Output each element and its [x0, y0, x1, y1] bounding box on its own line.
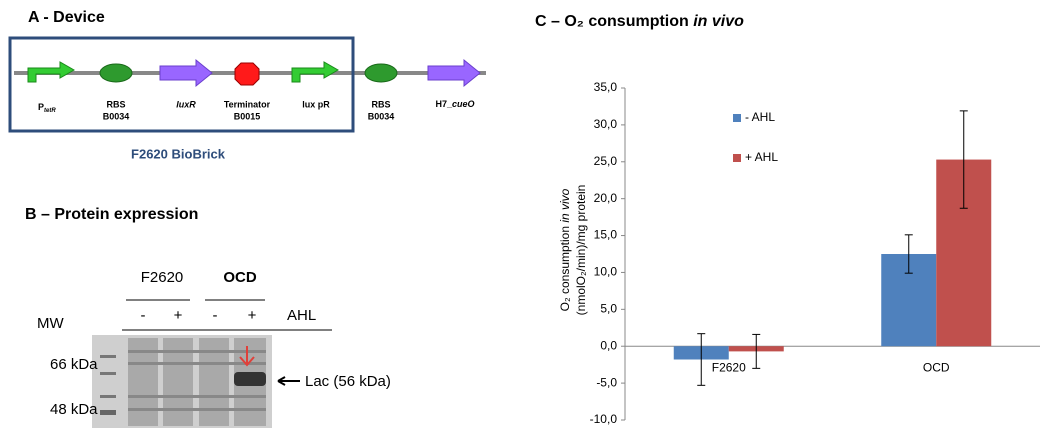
treatment-label: AHL — [287, 307, 316, 324]
device-caption: F2620 BioBrick — [131, 146, 226, 161]
y-tick-label: -10,0 — [590, 412, 618, 426]
part-label: RBS — [371, 99, 390, 109]
band-label: Lac (56 kDa) — [305, 373, 391, 390]
figure: A - Device PtetR RBS B0034 luxR Terminat… — [0, 0, 1051, 430]
y-axis-label: (nmolO₂/min)/mg protein — [574, 185, 588, 316]
mw-label: MW — [37, 315, 64, 332]
legend-swatch — [733, 114, 741, 122]
band-arrow — [278, 377, 300, 385]
part-label: B0015 — [234, 111, 261, 121]
group-label: OCD — [223, 269, 257, 286]
x-tick-label: OCD — [923, 360, 950, 374]
lane-label: - — [213, 307, 218, 324]
x-tick-label: F2620 — [712, 360, 746, 374]
lane-label: + — [248, 307, 257, 324]
y-tick-label: 0,0 — [600, 338, 617, 352]
y-tick-label: 25,0 — [594, 154, 618, 168]
y-tick-label: 15,0 — [594, 228, 618, 242]
legend-swatch — [733, 154, 741, 162]
part-label: Terminator — [224, 99, 271, 109]
legend-label: - AHL — [745, 110, 775, 124]
y-tick-label: 35,0 — [594, 80, 618, 94]
part-label: B0034 — [103, 111, 130, 121]
marker-label: 66 kDa — [50, 356, 98, 373]
y-tick-label: 10,0 — [594, 265, 618, 279]
part-label: RBS — [106, 99, 125, 109]
group-label: F2620 — [141, 269, 184, 286]
y-axis-label: O₂ consumption in vivo — [558, 188, 572, 311]
gel-title: B – Protein expression — [25, 206, 198, 223]
part-label: H7_cueO — [435, 99, 474, 109]
y-tick-label: 20,0 — [594, 191, 618, 205]
y-tick-label: 30,0 — [594, 117, 618, 131]
chart-title: C – O₂ consumption in vivo — [535, 13, 744, 30]
y-tick-label: 5,0 — [600, 302, 617, 316]
legend-label: + AHL — [745, 150, 778, 164]
part-label: lux pR — [302, 99, 330, 109]
part-label: luxR — [176, 99, 196, 109]
marker-label: 48 kDa — [50, 401, 98, 418]
part-label: B0034 — [368, 111, 395, 121]
y-tick-label: -5,0 — [596, 375, 617, 389]
part-label: PtetR — [38, 102, 56, 113]
lane-label: + — [174, 307, 183, 324]
device-title: A - Device — [28, 9, 105, 26]
biobrick-box — [10, 38, 353, 131]
lane-label: - — [141, 307, 146, 324]
gel-image — [92, 335, 272, 428]
